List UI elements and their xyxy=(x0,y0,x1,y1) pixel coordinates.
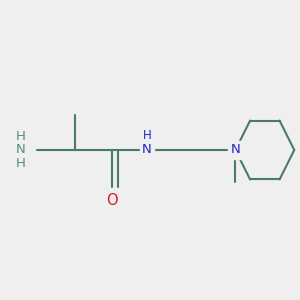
Text: H: H xyxy=(16,130,26,143)
Text: N: N xyxy=(230,143,240,157)
Text: O: O xyxy=(106,193,118,208)
Polygon shape xyxy=(105,191,118,206)
Text: H: H xyxy=(16,157,26,170)
Text: H: H xyxy=(143,129,152,142)
Polygon shape xyxy=(228,141,243,159)
Text: N: N xyxy=(16,143,25,157)
Polygon shape xyxy=(140,134,154,166)
Text: N: N xyxy=(142,143,152,157)
